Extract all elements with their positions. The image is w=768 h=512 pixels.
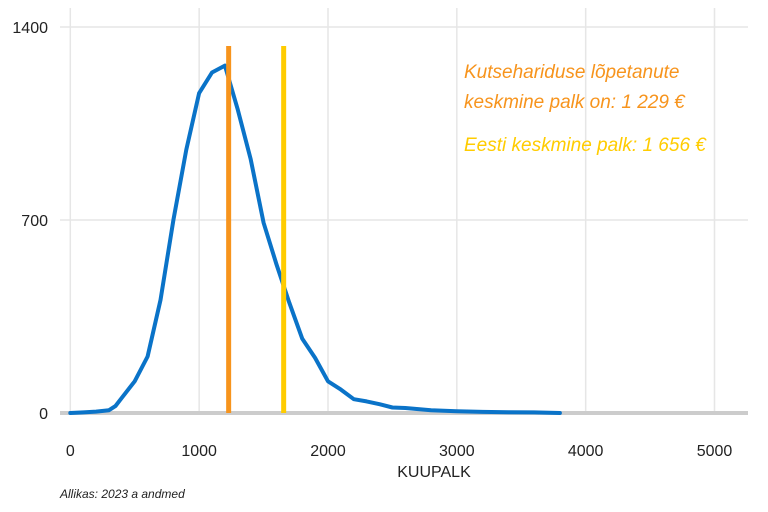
series-line xyxy=(68,63,562,415)
annotation-text: keskmine palk on: 1 229 € xyxy=(464,92,686,113)
y-tick-label: 700 xyxy=(21,213,48,230)
x-tick-label: 0 xyxy=(66,443,75,460)
x-axis-title: KUUPALK xyxy=(397,464,471,481)
y-tick-label: 1400 xyxy=(12,20,48,37)
annotations: Kutsehariduse lõpetanute keskmine palk o… xyxy=(464,62,707,156)
annotation-text: Kutsehariduse lõpetanute xyxy=(464,62,680,83)
x-tick-label: 4000 xyxy=(568,443,604,460)
reference-lines xyxy=(226,46,287,413)
series xyxy=(68,63,562,415)
x-tick-label: 1000 xyxy=(181,443,217,460)
x-tick-label: 2000 xyxy=(310,443,346,460)
annotation-text: Eesti keskmine palk: 1 656 € xyxy=(464,135,707,156)
tick-labels: 0 1000 2000 3000 4000 5000 0 700 1400 xyxy=(12,20,732,460)
x-tick-label: 5000 xyxy=(697,443,733,460)
y-tick-label: 0 xyxy=(39,406,48,423)
x-tick-label: 3000 xyxy=(439,443,475,460)
source-note: Allikas: 2023 a andmed xyxy=(60,487,185,501)
